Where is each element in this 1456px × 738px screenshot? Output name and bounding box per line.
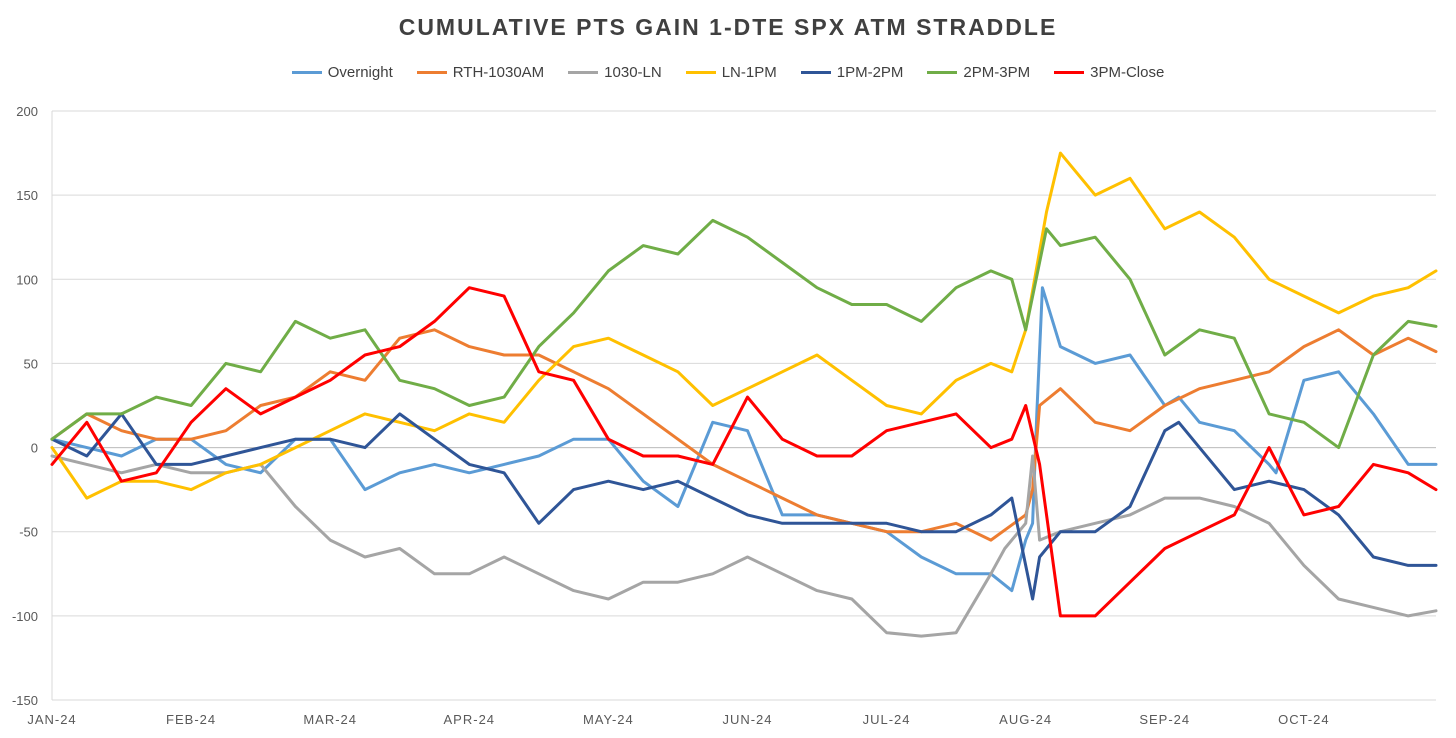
y-tick-label: -50 (19, 525, 38, 540)
y-tick-label: 100 (16, 272, 38, 287)
series-line-rth-1030am (50, 328, 1438, 542)
legend-label: 3PM-Close (1090, 64, 1165, 81)
series-line-2pm-3pm (50, 218, 1438, 450)
legend-label: LN-1PM (721, 64, 777, 81)
series-line-3pm-close (50, 286, 1438, 618)
y-tick-label: 150 (16, 188, 38, 203)
x-tick-label: JUN-24 (722, 712, 772, 727)
series-line-1030-ln (50, 454, 1438, 638)
y-tick-label: 50 (24, 356, 38, 371)
legend-swatch (568, 71, 599, 74)
legend-swatch (927, 71, 958, 74)
x-tick-label: MAR-24 (303, 712, 357, 727)
legend-item: RTH-1030AM (416, 64, 545, 81)
legend-item: 3PM-Close (1054, 64, 1164, 81)
series-line-overnight (50, 286, 1438, 593)
legend-swatch (416, 71, 447, 74)
y-tick-label: 0 (31, 441, 38, 456)
x-tick-label: JAN-24 (27, 712, 76, 727)
x-tick-label: MAY-24 (583, 712, 634, 727)
x-tick-label: OCT-24 (1278, 712, 1330, 727)
legend-item: LN-1PM (685, 64, 777, 81)
legend-swatch (685, 71, 716, 74)
series-line-ln-1pm (50, 151, 1438, 500)
legend-swatch (800, 71, 831, 74)
x-tick-label: JUL-24 (863, 712, 911, 727)
chart-title: CUMULATIVE PTS GAIN 1-DTE SPX ATM STRADD… (398, 14, 1058, 40)
x-tick-label: FEB-24 (166, 712, 216, 727)
chart-legend: Overnight RTH-1030AM 1030-LN LN-1PM 1PM-2PM 2… (0, 64, 1456, 81)
legend-item: 1PM-2PM (800, 64, 904, 81)
x-tick-label: APR-24 (444, 712, 496, 727)
y-tick-label: -150 (12, 693, 38, 708)
legend-item: 1030-LN (568, 64, 662, 81)
y-tick-label: 200 (16, 104, 38, 119)
legend-swatch (1054, 71, 1085, 74)
legend-label: 2PM-3PM (963, 64, 1031, 81)
legend-item: Overnight (291, 64, 393, 81)
x-tick-label: AUG-24 (999, 712, 1052, 727)
y-tick-label: -100 (12, 609, 38, 624)
legend-swatch (291, 71, 322, 74)
legend-label: 1030-LN (604, 64, 662, 81)
legend-label: 1PM-2PM (836, 64, 904, 81)
legend-label: RTH-1030AM (452, 64, 545, 81)
legend-label: Overnight (327, 64, 393, 81)
x-tick-label: SEP-24 (1139, 712, 1190, 727)
legend-item: 2PM-3PM (927, 64, 1030, 81)
series-line-1pm-2pm (50, 412, 1438, 601)
